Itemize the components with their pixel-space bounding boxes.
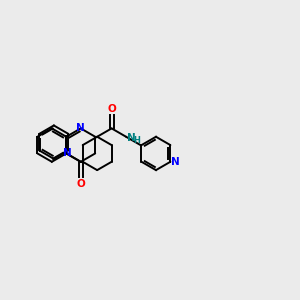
Text: O: O bbox=[107, 104, 116, 114]
Text: N: N bbox=[171, 157, 180, 167]
Text: N: N bbox=[63, 148, 72, 158]
Text: O: O bbox=[76, 179, 85, 189]
Text: H: H bbox=[133, 136, 140, 145]
Text: N: N bbox=[76, 123, 85, 134]
Text: N: N bbox=[127, 133, 136, 143]
